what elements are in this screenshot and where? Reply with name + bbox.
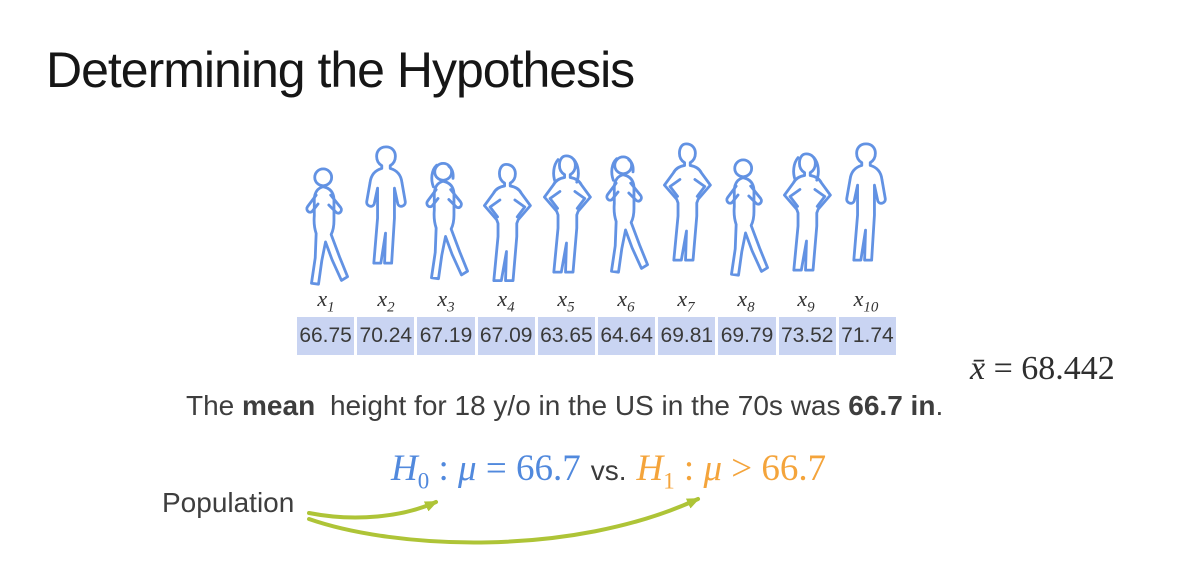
person-figure-hips-man (656, 116, 716, 288)
table-cell: 73.52 (778, 317, 836, 355)
alternative-hypothesis: H1 : μ > 66.7 (636, 448, 827, 494)
mean-relation: = (985, 350, 1022, 387)
person-figure-walking-man (716, 148, 776, 288)
sample-values-row: 66.75 70.24 67.19 67.09 63.65 64.64 69.81 69.79… (297, 317, 897, 355)
person-figure-walking-man (296, 166, 356, 288)
table-cell: 64.64 (598, 317, 656, 355)
table-cell: 63.65 (537, 317, 596, 355)
table-cell: 71.74 (838, 317, 897, 355)
sentence-part: height for 18 y/o in the US in the 70s w… (322, 390, 849, 421)
mean-value: 68.442 (1021, 350, 1115, 387)
sample-mean: x̄ = 68.442 (936, 312, 1115, 426)
table-cell: 66.75 (297, 317, 355, 355)
table-cell: 69.81 (658, 317, 716, 355)
arrow-to-h0-icon (307, 500, 438, 520)
xbar-symbol: x̄ (970, 350, 986, 387)
sentence-part: mean (242, 390, 316, 421)
mean-statement: The mean height for 18 y/o in the US in … (186, 390, 943, 422)
table-cell: 70.24 (357, 317, 415, 355)
sentence-part: . (935, 390, 944, 421)
sample-label: x8 (737, 286, 755, 316)
sample-label: x1 (317, 286, 335, 316)
person-figure-walking-woman (596, 142, 656, 288)
population-arrows (307, 497, 700, 545)
sample-label: x6 (617, 286, 635, 316)
person-figure-standing-man (356, 122, 416, 288)
null-hypothesis: H0 : μ = 66.7 (391, 448, 581, 494)
vs-label: vs. (590, 455, 627, 486)
hypothesis-line: H0 : μ = 66.7 vs. H1 : μ > 66.7 (391, 447, 826, 494)
sentence-part: 66.7 in (848, 390, 936, 421)
sentence-part: The (186, 390, 243, 421)
population-label: Population (162, 487, 295, 518)
sample-label: x9 (797, 286, 815, 316)
sample-label: x4 (497, 286, 515, 316)
person-figure-hips-woman (536, 140, 596, 288)
table-cell: 67.09 (477, 317, 535, 355)
arrow-to-h1-icon (307, 497, 700, 545)
sample-labels-row: x1 x2 x3 x4 x5 x6 x7 x8 x9 x10 (296, 286, 896, 316)
sample-label: x10 (853, 286, 879, 316)
population-figures (296, 98, 896, 288)
person-figure-standing-man (836, 116, 896, 288)
person-figure-walking-woman (416, 155, 476, 288)
person-figure-hips-man (476, 157, 536, 288)
sample-label: x5 (557, 286, 575, 316)
page-title: Determining the Hypothesis (46, 42, 635, 98)
table-cell: 67.19 (417, 317, 475, 355)
sample-label: x7 (677, 286, 695, 316)
table-cell: 69.79 (718, 317, 776, 355)
person-figure-hips-woman (776, 136, 836, 288)
sample-label: x3 (437, 286, 455, 316)
sample-label: x2 (377, 286, 395, 316)
